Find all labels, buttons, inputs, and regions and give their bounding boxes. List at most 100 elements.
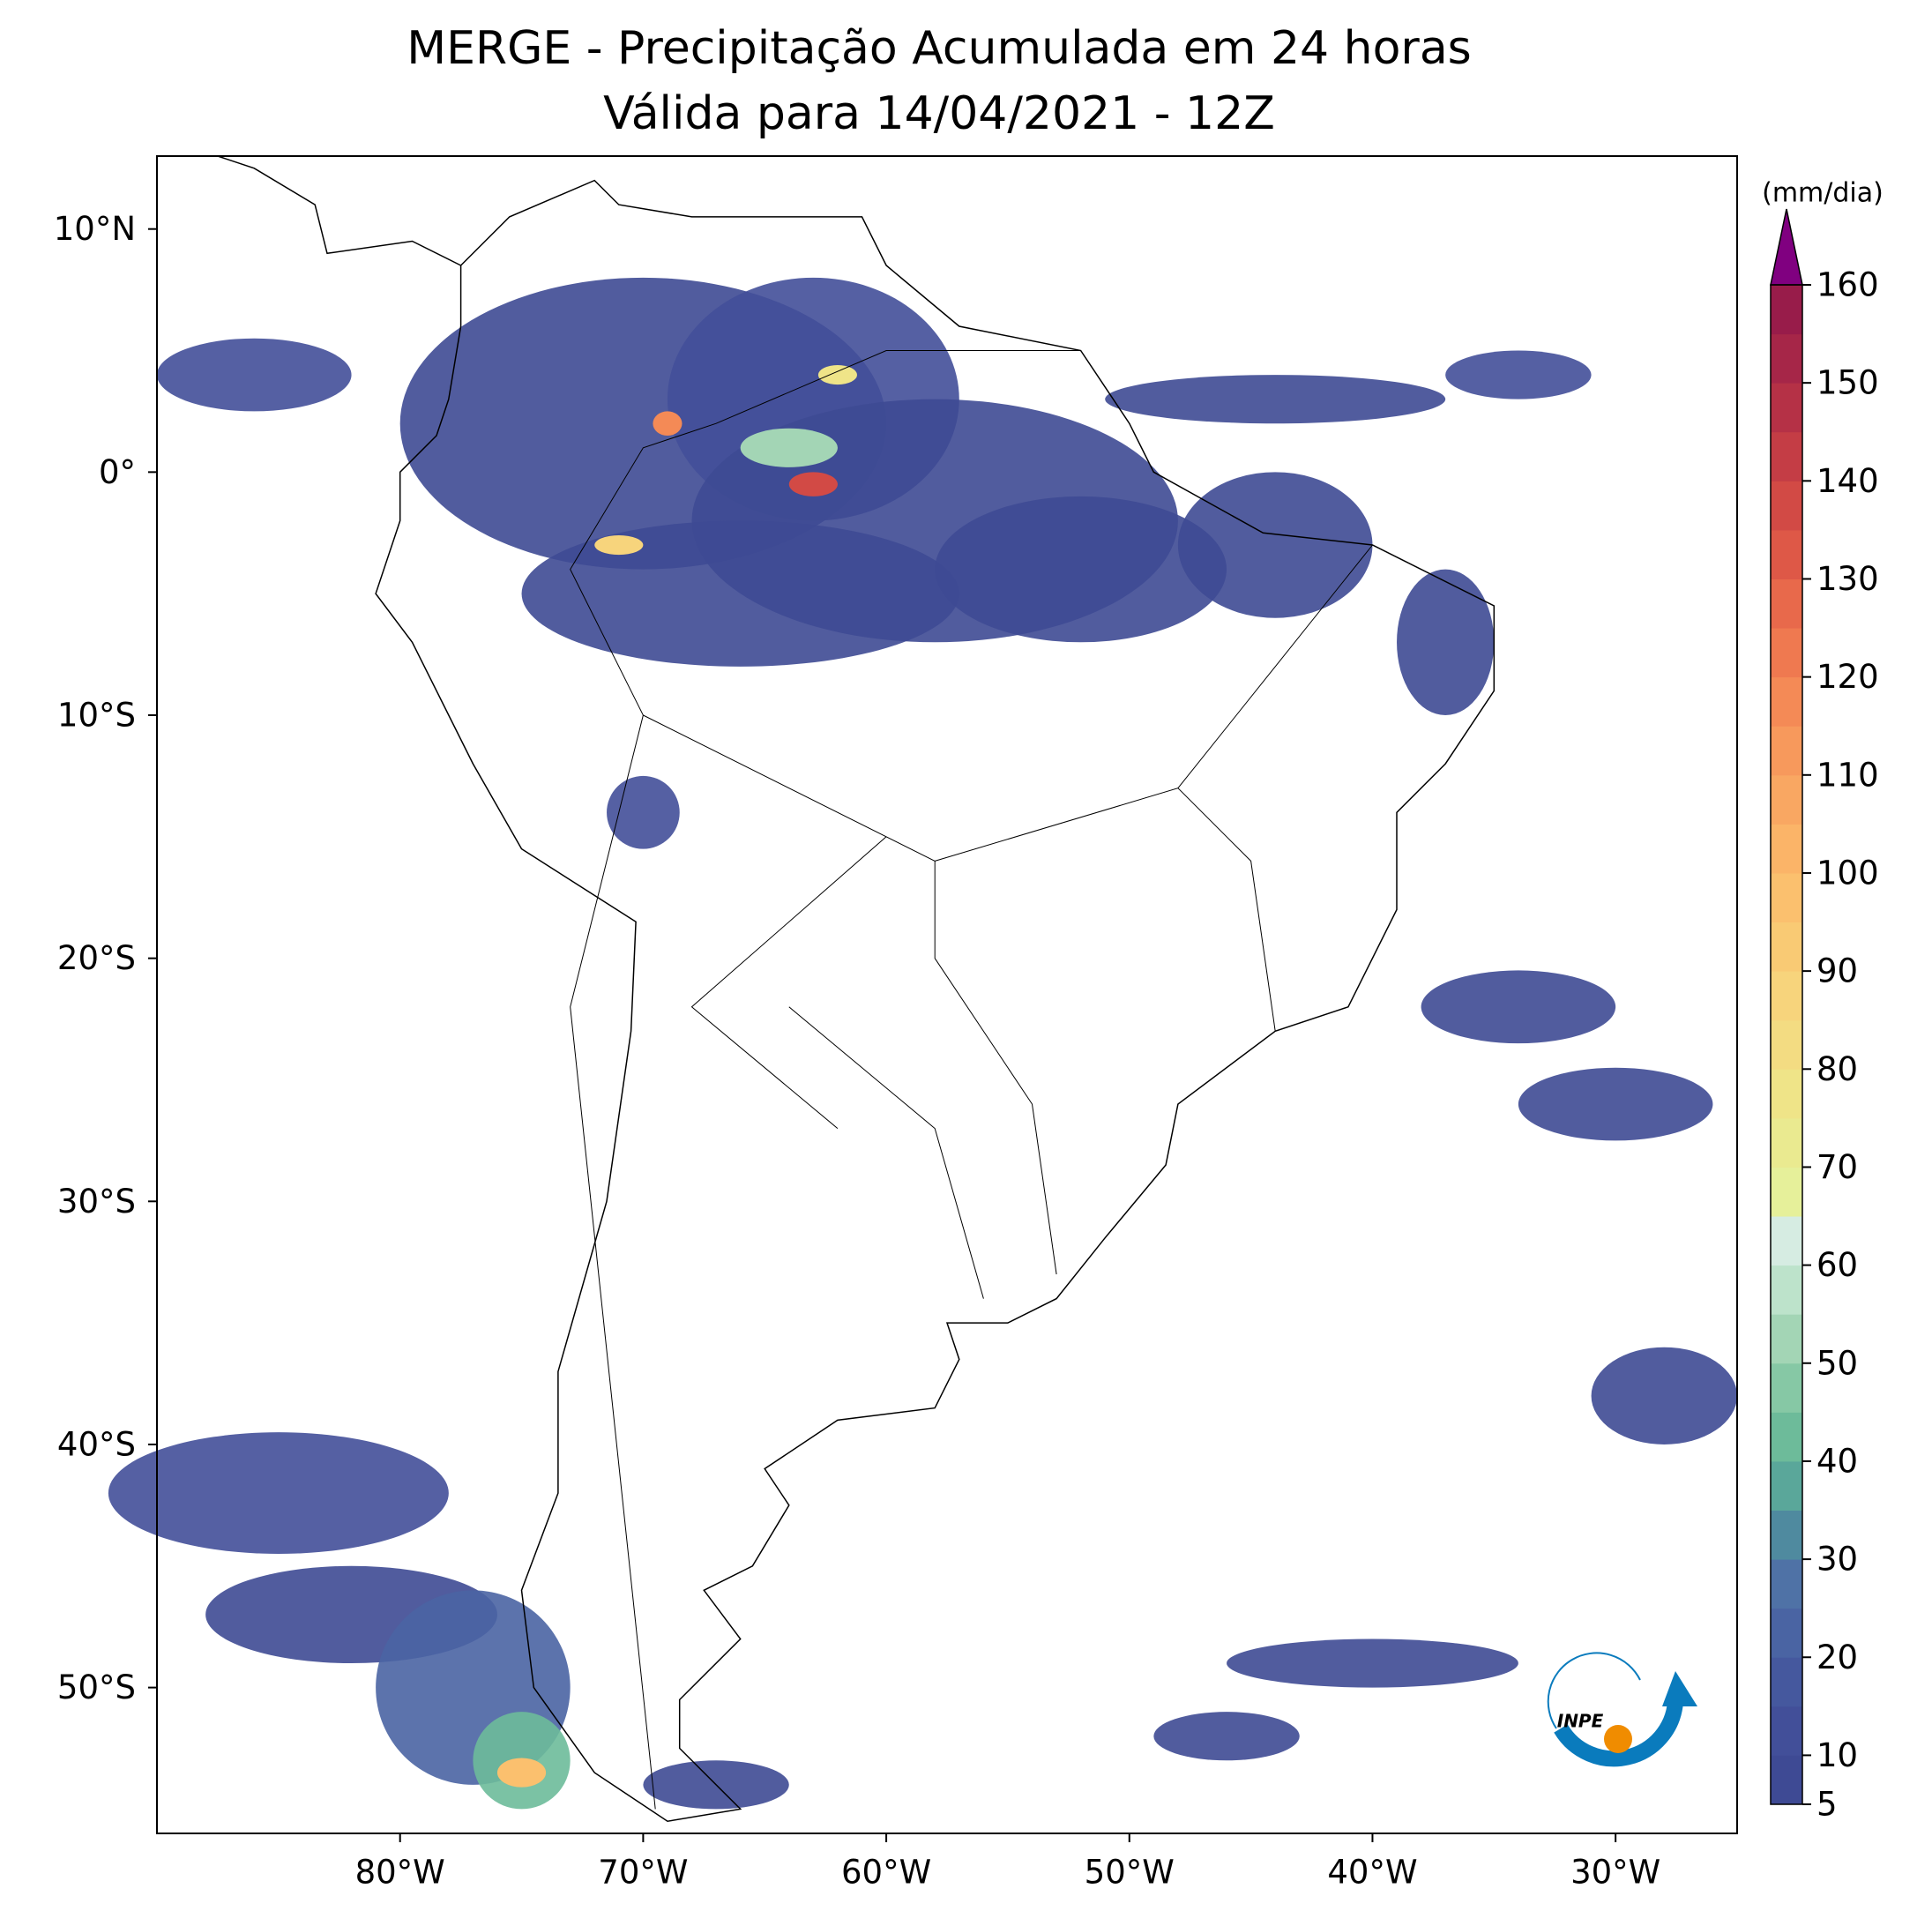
colorbar-segment <box>1771 1362 1802 1413</box>
logo-arrow <box>1662 1671 1697 1706</box>
rain-core <box>740 428 838 467</box>
colorbar-segment <box>1771 676 1802 727</box>
rain-core <box>817 365 857 385</box>
colorbar-segment <box>1771 1412 1802 1462</box>
colorbar-segment <box>1771 1069 1802 1119</box>
colorbar-label: (mm/dia) <box>1762 178 1884 209</box>
rain-area <box>1153 1712 1300 1761</box>
colorbar-segment <box>1771 1265 1802 1315</box>
colorbar-segment <box>1771 529 1802 579</box>
colorbar-segment <box>1771 872 1802 923</box>
border-line <box>1177 544 1373 789</box>
logo-background <box>1529 1626 1719 1808</box>
rain-area <box>935 496 1227 643</box>
rain-core <box>496 1758 547 1788</box>
colorbar-tick-label: 90 <box>1816 952 1858 990</box>
y-tick-label: 40°S <box>57 1425 136 1463</box>
colorbar-segment <box>1771 1755 1802 1805</box>
border-line <box>788 1006 984 1299</box>
colorbar-segment <box>1771 1117 1802 1168</box>
rain-area <box>1445 350 1592 399</box>
colorbar-tick-label: 160 <box>1816 266 1879 304</box>
precipitation-field <box>108 277 1738 1810</box>
colorbar-segment <box>1771 971 1802 1021</box>
colorbar-segment <box>1771 333 1802 384</box>
central-america <box>217 155 461 266</box>
colorbar-segment <box>1771 628 1802 678</box>
colorbar-segment <box>1771 1460 1802 1512</box>
colorbar-tick-label: 10 <box>1816 1736 1858 1774</box>
map-subtitle: Válida para 14/04/2021 - 12Z <box>603 87 1275 140</box>
inpe-logo: INPE <box>1529 1626 1719 1808</box>
colorbar-segment <box>1771 431 1802 481</box>
rain-area <box>607 775 680 849</box>
colorbar-segment <box>1771 1167 1802 1217</box>
coastline <box>217 155 1496 1822</box>
rain-core <box>653 411 683 436</box>
colorbar-segment <box>1771 824 1802 874</box>
colorbar-tick-label: 140 <box>1816 462 1879 500</box>
colorbar-segment <box>1771 1019 1802 1070</box>
rain-core <box>594 535 644 556</box>
colorbar-segment <box>1771 481 1802 531</box>
y-tick-label: 30°S <box>57 1183 136 1221</box>
x-tick-label: 60°W <box>841 1854 931 1892</box>
colorbar-segment <box>1771 1510 1802 1560</box>
rain-area <box>1397 569 1495 715</box>
x-tick-label: 30°W <box>1570 1854 1660 1892</box>
colorbar: 5 10 20 30 40 50 60 70 80 90 100 110 120 130 140 150 160 <box>1770 208 1879 1824</box>
rain-area <box>1227 1639 1518 1688</box>
colorbar-tick-label: 130 <box>1816 560 1879 598</box>
colorbar-segment <box>1771 1314 1802 1364</box>
x-tick-label: 40°W <box>1327 1854 1417 1892</box>
rain-area <box>521 520 959 667</box>
colorbar-tick-label: 40 <box>1816 1442 1858 1480</box>
logo-text: INPE <box>1557 1711 1604 1732</box>
colorbar-segment <box>1771 1216 1802 1266</box>
colorbar-segment <box>1771 1608 1802 1658</box>
colorbar-tick-label: 60 <box>1816 1246 1858 1284</box>
rain-area <box>1421 970 1616 1044</box>
logo-dot <box>1604 1725 1632 1753</box>
colorbar-tick-label: 100 <box>1816 854 1879 892</box>
border-line <box>570 350 1081 1810</box>
colorbar-outline <box>1770 284 1803 1805</box>
rain-area <box>1591 1347 1738 1444</box>
colorbar-segment <box>1771 579 1802 629</box>
rain-area <box>1105 375 1446 424</box>
border-line <box>690 836 887 1129</box>
colorbar-tick-label: 20 <box>1816 1639 1858 1676</box>
colorbar-segment <box>1771 1657 1802 1707</box>
border-line <box>643 714 1057 1275</box>
logo-orbit <box>1547 1652 1641 1729</box>
colorbar-tick-label: 110 <box>1816 756 1879 794</box>
rain-core <box>788 472 838 496</box>
x-tick-label: 80°W <box>355 1854 445 1892</box>
y-tick-label: 20°S <box>57 939 136 977</box>
colorbar-tick-label: 5 <box>1816 1786 1838 1824</box>
colorbar-segment <box>1771 383 1802 433</box>
border-line <box>935 788 1276 1032</box>
logo-arc <box>1554 1701 1683 1767</box>
rain-area <box>108 1432 449 1554</box>
colorbar-segment <box>1771 285 1802 335</box>
colorbar-tick-label: 150 <box>1816 364 1879 402</box>
rain-area <box>157 338 352 412</box>
colorbar-extend <box>1770 208 1803 286</box>
map-frame <box>156 155 1738 1834</box>
rain-area <box>1177 472 1373 618</box>
y-tick-label: 10°S <box>57 697 136 735</box>
colorbar-segment <box>1771 922 1802 972</box>
y-tick-label: 50°S <box>57 1668 136 1706</box>
rain-area <box>1518 1067 1713 1141</box>
colorbar-tick-label: 70 <box>1816 1148 1858 1186</box>
map-title: MERGE - Precipitação Acumulada em 24 hor… <box>407 22 1472 75</box>
x-tick-label: 50°W <box>1085 1854 1175 1892</box>
colorbar-segment <box>1771 774 1802 825</box>
y-tick-label: 10°N <box>54 210 136 248</box>
y-tick-label: 0° <box>99 453 136 491</box>
colorbar-segment <box>1771 1559 1802 1609</box>
colorbar-tick-label: 30 <box>1816 1541 1858 1579</box>
colorbar-segment <box>1771 1706 1802 1756</box>
